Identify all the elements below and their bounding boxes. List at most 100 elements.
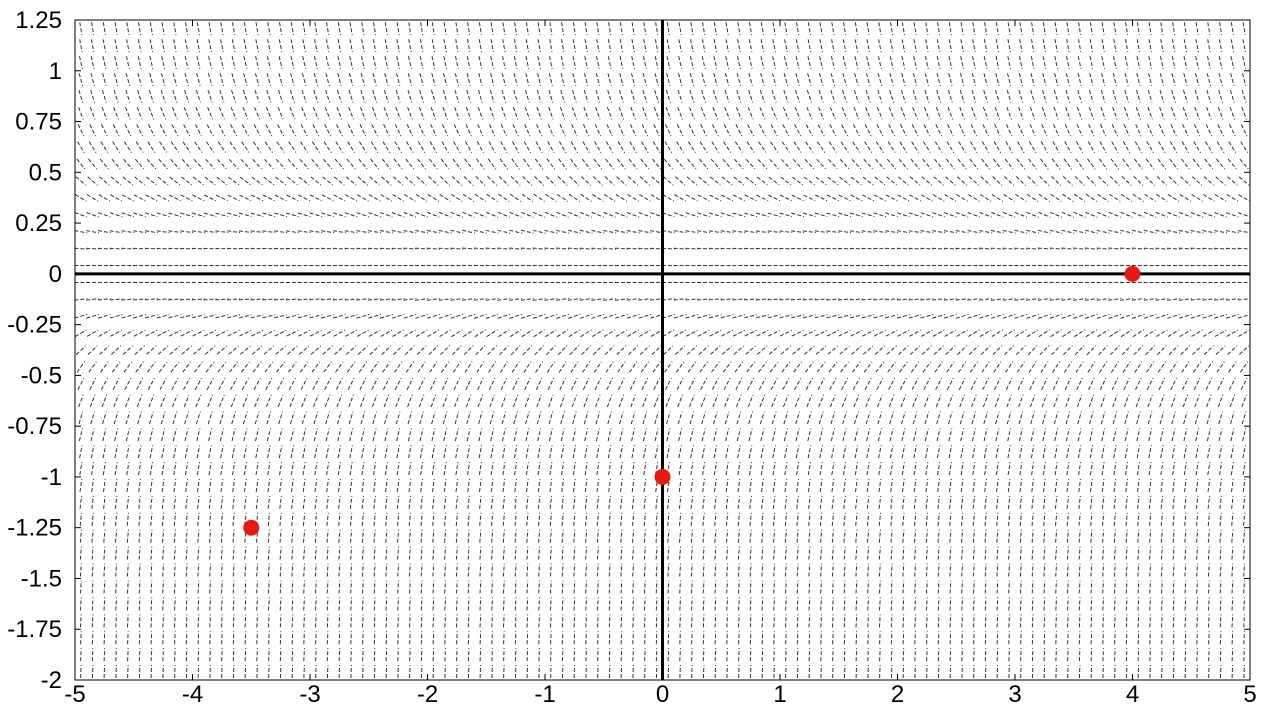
slope-segment	[678, 478, 682, 492]
slope-segment	[91, 495, 94, 509]
slope-segment	[724, 411, 730, 425]
slope-segment	[278, 411, 284, 425]
slope-segment	[268, 614, 270, 628]
slope-segment	[620, 614, 623, 628]
slope-segment	[721, 194, 734, 202]
slope-segment	[608, 664, 611, 679]
slope-segment	[921, 345, 933, 355]
slope-segment	[561, 614, 564, 628]
slope-segment	[243, 478, 247, 492]
slope-segment	[326, 22, 330, 36]
slope-segment	[1112, 411, 1118, 425]
slope-segment	[804, 158, 815, 170]
slope-segment	[902, 648, 905, 662]
slope-segment	[476, 361, 485, 373]
slope-segment	[75, 176, 87, 186]
slope-segment	[466, 56, 471, 70]
slope-segment	[1219, 529, 1222, 543]
slope-segment	[385, 664, 388, 679]
slope-segment	[1148, 495, 1152, 509]
slope-segment	[632, 512, 635, 526]
slope-segment	[239, 329, 252, 337]
slope-segment	[534, 176, 545, 186]
slope-segment	[300, 141, 309, 153]
slope-segment	[840, 141, 849, 153]
slope-segment	[79, 56, 83, 70]
slope-segment	[734, 158, 744, 170]
slope-segment	[1205, 377, 1213, 391]
slope-segment	[816, 141, 826, 153]
slope-segment	[407, 90, 413, 103]
slope-segment	[1172, 631, 1175, 645]
slope-segment	[1008, 664, 1010, 679]
slope-segment	[1136, 39, 1140, 53]
slope-segment	[191, 314, 205, 319]
slope-segment	[994, 394, 1001, 408]
slope-segment	[866, 56, 871, 70]
slope-segment	[981, 158, 990, 170]
slope-segment	[127, 580, 129, 594]
slope-segment	[1242, 39, 1246, 53]
slope-segment	[814, 314, 828, 319]
slope-segment	[1089, 56, 1094, 70]
slope-segment	[1078, 546, 1081, 560]
slope-segment	[620, 597, 623, 611]
slope-segment	[288, 378, 296, 390]
slope-segment	[267, 22, 271, 36]
slope-segment	[736, 56, 741, 70]
slope-segment	[1061, 298, 1075, 301]
slope-segment	[888, 377, 896, 390]
slope-segment	[937, 614, 940, 628]
slope-segment	[1196, 546, 1199, 560]
slope-segment	[1008, 546, 1011, 560]
slope-segment	[326, 580, 329, 594]
slope-segment	[556, 247, 570, 250]
slope-segment	[855, 512, 858, 526]
slope-segment	[960, 22, 964, 36]
slope-segment	[121, 314, 135, 319]
slope-segment	[362, 614, 364, 628]
slope-segment	[381, 158, 391, 170]
slope-segment	[291, 664, 294, 679]
slope-segment	[276, 361, 285, 373]
slope-segment	[407, 107, 413, 120]
slope-segment	[572, 445, 577, 459]
slope-segment	[1172, 614, 1175, 628]
slope-segment	[1136, 90, 1141, 103]
slope-segment	[121, 194, 134, 202]
slope-segment	[463, 176, 474, 186]
slope-segment	[1207, 462, 1211, 476]
slope-segment	[500, 141, 508, 154]
slope-segment	[615, 193, 628, 202]
slope-segment	[946, 377, 954, 391]
slope-segment	[395, 411, 401, 425]
slope-segment	[1184, 648, 1187, 662]
slope-segment	[1217, 124, 1224, 137]
slope-segment	[1180, 176, 1191, 186]
slope-segment	[1147, 90, 1153, 103]
slope-segment	[256, 648, 258, 662]
slope-segment	[501, 73, 506, 86]
slope-segment	[349, 22, 353, 36]
slope-segment	[926, 614, 928, 628]
slope-segment	[314, 445, 318, 459]
slope-segment	[854, 428, 859, 442]
slope-segment	[123, 361, 133, 373]
slope-segment	[513, 428, 518, 442]
slope-segment	[238, 212, 252, 217]
slope-segment	[315, 648, 317, 662]
slope-segment	[1206, 107, 1212, 120]
slope-segment	[618, 394, 625, 408]
slope-segment	[509, 329, 522, 338]
slope-segment	[514, 546, 517, 560]
slope-segment	[1160, 56, 1164, 70]
slope-segment	[454, 428, 459, 442]
slope-segment	[538, 512, 541, 526]
slope-segment	[373, 495, 376, 509]
slope-segment	[1227, 158, 1237, 170]
slope-segment	[828, 141, 837, 153]
slope-segment	[784, 445, 788, 459]
slope-segment	[192, 194, 205, 202]
slope-segment	[538, 580, 540, 594]
slope-segment	[321, 298, 335, 301]
